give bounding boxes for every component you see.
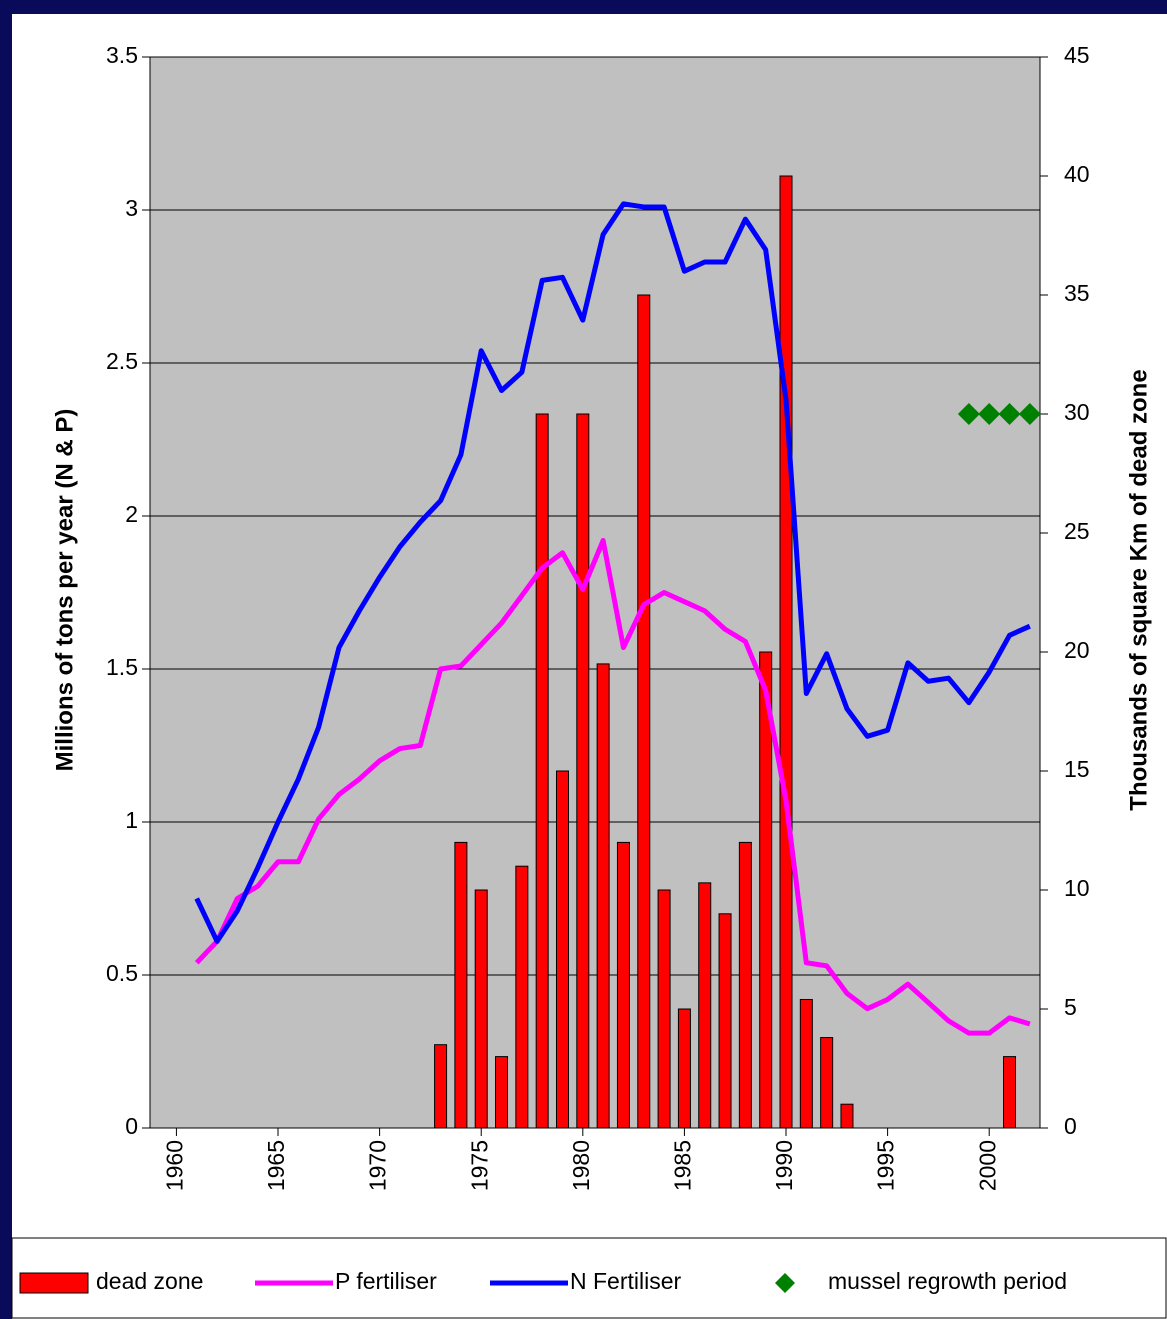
y2-tick-label: 15 — [1064, 756, 1090, 782]
legend-label: P fertiliser — [335, 1268, 437, 1294]
legend-label: dead zone — [96, 1268, 203, 1294]
y2-tick-label: 40 — [1064, 161, 1090, 187]
x-tick-label: 1970 — [365, 1140, 391, 1191]
y2-tick-label: 35 — [1064, 280, 1090, 306]
legend-box — [11, 1237, 1167, 1319]
bar — [1003, 1056, 1017, 1129]
plot-area — [149, 56, 1041, 1129]
x-tick-label: 2000 — [974, 1140, 1000, 1191]
y2-tick-label: 45 — [1064, 42, 1090, 68]
bar — [657, 889, 671, 1129]
x-tick-label: 1990 — [771, 1140, 797, 1191]
y2-tick-label: 25 — [1064, 518, 1090, 544]
y-tick-label: 3 — [125, 195, 138, 221]
bar — [535, 413, 549, 1129]
legend-swatch — [775, 1273, 795, 1293]
legend-swatch — [19, 1272, 89, 1294]
y-axis-title: Millions of tons per year (N & P) — [51, 409, 78, 772]
bar — [820, 1037, 834, 1129]
y2-tick-label: 10 — [1064, 875, 1090, 901]
bar — [616, 841, 630, 1129]
y-tick-label: 2 — [125, 501, 138, 527]
legend-label: mussel regrowth period — [828, 1268, 1067, 1294]
bar — [555, 770, 569, 1129]
bar — [738, 841, 752, 1129]
bar — [698, 882, 712, 1129]
y2-tick-label: 0 — [1064, 1113, 1077, 1139]
x-tick-label: 1975 — [466, 1140, 492, 1191]
bar — [718, 913, 732, 1129]
y-tick-label: 0 — [125, 1113, 138, 1139]
bar — [474, 889, 488, 1129]
y-tick-label: 0.5 — [106, 960, 138, 986]
x-tick-label: 1960 — [161, 1140, 187, 1191]
legend-label: N Fertiliser — [570, 1268, 682, 1294]
x-tick-label: 1980 — [568, 1140, 594, 1191]
bar — [637, 294, 651, 1129]
y-tick-label: 1.5 — [106, 654, 138, 680]
bar — [596, 663, 610, 1129]
point — [957, 403, 980, 425]
bar — [677, 1008, 691, 1129]
bar — [576, 413, 590, 1129]
point — [1018, 403, 1041, 425]
y2-axis-title: Thousands of square Km of dead zone — [1125, 369, 1152, 810]
bar — [495, 1056, 509, 1129]
y-tick-label: 2.5 — [106, 348, 138, 374]
y-tick-label: 1 — [125, 807, 138, 833]
y-tick-label: 3.5 — [106, 42, 138, 68]
bar — [799, 998, 813, 1129]
point — [978, 403, 1001, 425]
bar — [434, 1044, 448, 1129]
x-tick-label: 1995 — [873, 1140, 899, 1191]
y2-tick-label: 20 — [1064, 637, 1090, 663]
bar — [840, 1103, 854, 1129]
y2-tick-label: 5 — [1064, 994, 1077, 1020]
x-tick-label: 1965 — [263, 1140, 289, 1191]
x-tick-label: 1985 — [669, 1140, 695, 1191]
line — [194, 537, 1031, 1036]
y2-tick-label: 30 — [1064, 399, 1090, 425]
bar — [515, 865, 529, 1129]
bar — [454, 841, 468, 1129]
point — [998, 403, 1021, 425]
bar — [759, 651, 773, 1129]
bar — [779, 175, 793, 1129]
line — [194, 201, 1031, 944]
